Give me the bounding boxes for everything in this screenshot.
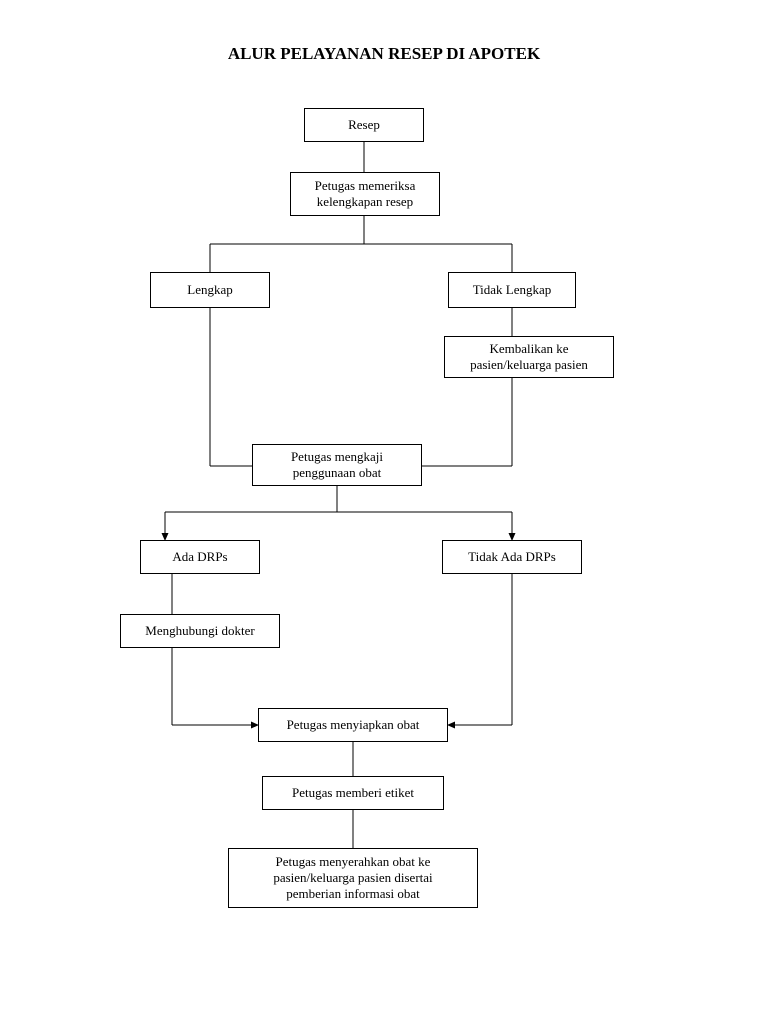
page-title: ALUR PELAYANAN RESEP DI APOTEK — [0, 44, 768, 64]
flowchart-node-mengkaji: Petugas mengkajipenggunaan obat — [252, 444, 422, 486]
flowchart-node-tidak: Tidak Lengkap — [448, 272, 576, 308]
flowchart-node-menyerahkan: Petugas menyerahkan obat kepasien/keluar… — [228, 848, 478, 908]
flowchart-node-tidak_drp: Tidak Ada DRPs — [442, 540, 582, 574]
flowchart-node-kembalikan: Kembalikan kepasien/keluarga pasien — [444, 336, 614, 378]
flowchart-node-resep: Resep — [304, 108, 424, 142]
flowchart-node-menyiapkan: Petugas menyiapkan obat — [258, 708, 448, 742]
flowchart-node-ada_drp: Ada DRPs — [140, 540, 260, 574]
flowchart-node-hubungi: Menghubungi dokter — [120, 614, 280, 648]
flowchart-node-lengkap: Lengkap — [150, 272, 270, 308]
flowchart-node-etiket: Petugas memberi etiket — [262, 776, 444, 810]
flowchart-node-periksa: Petugas memeriksakelengkapan resep — [290, 172, 440, 216]
